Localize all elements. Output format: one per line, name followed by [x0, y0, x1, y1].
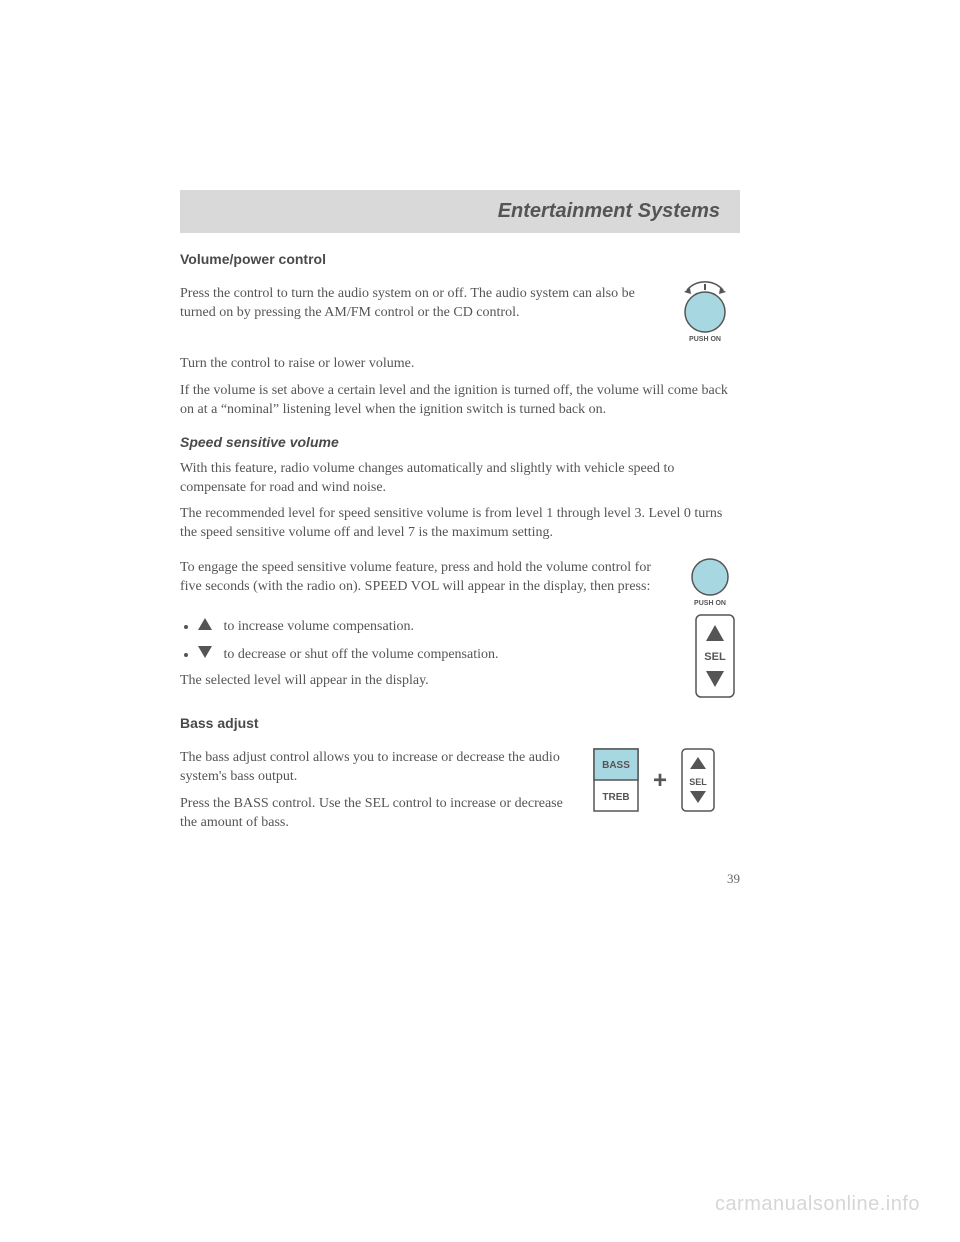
- svg-text:BASS: BASS: [602, 760, 630, 771]
- row-speed-knob: To engage the speed sensitive volume fea…: [180, 551, 740, 611]
- row-speed-sel: to increase volume compensation. to decr…: [180, 611, 740, 701]
- speed-p4: The selected level will appear in the di…: [180, 672, 670, 691]
- heading-volume-power: Volume/power control: [180, 251, 740, 267]
- speed-text-1: To engage the speed sensitive volume fea…: [180, 551, 660, 605]
- knob-icon-2: PUSH ON: [680, 551, 740, 611]
- speed-p1: With this feature, radio volume changes …: [180, 460, 740, 498]
- triangle-up-icon: [198, 617, 212, 637]
- heading-bass-adjust: Bass adjust: [180, 715, 740, 731]
- header-band: Entertainment Systems: [180, 190, 740, 233]
- speed-list: to increase volume compensation. to decr…: [180, 617, 670, 664]
- sel-icon: SEL: [690, 611, 740, 701]
- row-bass: The bass adjust control allows you to in…: [180, 741, 740, 841]
- chapter-title: Entertainment Systems: [498, 200, 720, 222]
- manual-page: Entertainment Systems Volume/power contr…: [0, 0, 960, 887]
- speed-text-2: to increase volume compensation. to decr…: [180, 611, 670, 699]
- volume-text: Press the control to turn the audio syst…: [180, 277, 650, 331]
- svg-text:PUSH ON: PUSH ON: [694, 600, 726, 607]
- bass-text: The bass adjust control allows you to in…: [180, 741, 570, 841]
- row-volume: Press the control to turn the audio syst…: [180, 277, 740, 347]
- svg-text:SEL: SEL: [689, 777, 707, 787]
- bass-p2: Press the BASS control. Use the SEL cont…: [180, 795, 570, 833]
- svg-text:SEL: SEL: [704, 651, 726, 663]
- watermark: carmanualsonline.info: [715, 1193, 920, 1216]
- speed-p3: To engage the speed sensitive volume fea…: [180, 559, 660, 597]
- svg-text:+: +: [653, 767, 667, 794]
- triangle-down-icon: [198, 645, 212, 665]
- svg-text:PUSH ON: PUSH ON: [689, 336, 721, 343]
- li2-text: to decrease or shut off the volume compe…: [224, 647, 499, 662]
- knob-icon-1: PUSH ON: [670, 277, 740, 347]
- bass-sel-icon: BASS TREB + SEL: [590, 741, 740, 821]
- vol-p2: Turn the control to raise or lower volum…: [180, 355, 740, 374]
- svg-text:TREB: TREB: [602, 792, 629, 803]
- list-item-decrease: to decrease or shut off the volume compe…: [198, 645, 670, 665]
- page-number: 39: [180, 871, 740, 887]
- bass-p1: The bass adjust control allows you to in…: [180, 749, 570, 787]
- list-item-increase: to increase volume compensation.: [198, 617, 670, 637]
- vol-p3: If the volume is set above a certain lev…: [180, 382, 740, 420]
- speed-p2: The recommended level for speed sensitiv…: [180, 505, 740, 543]
- vol-p1: Press the control to turn the audio syst…: [180, 285, 650, 323]
- heading-speed-volume: Speed sensitive volume: [180, 434, 740, 450]
- li1-text: to increase volume compensation.: [224, 619, 415, 634]
